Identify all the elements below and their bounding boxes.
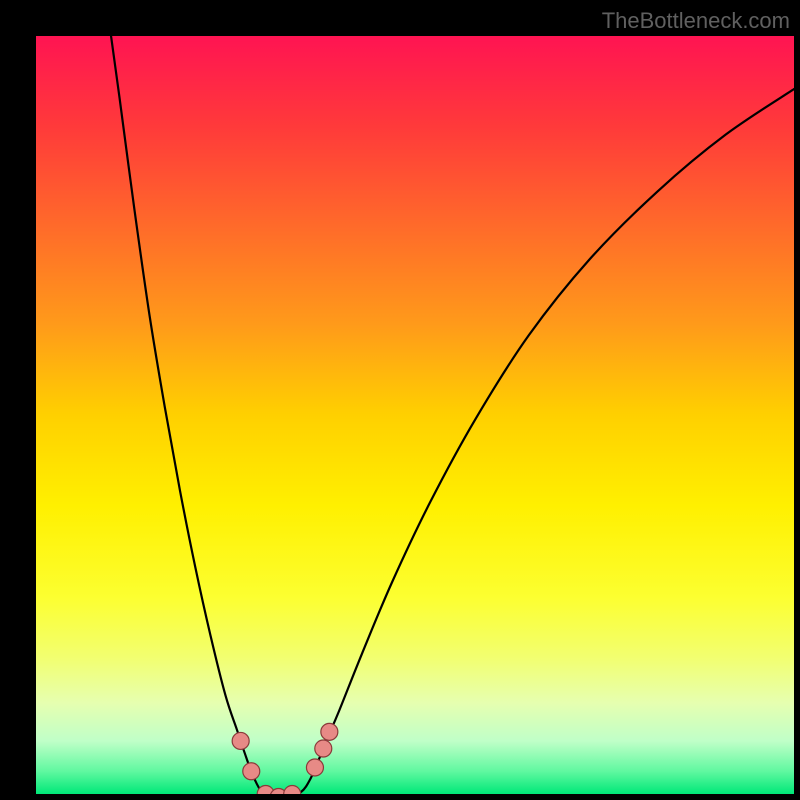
data-marker: [321, 723, 338, 740]
data-marker: [243, 763, 260, 780]
watermark-text: TheBottleneck.com: [602, 8, 790, 34]
data-marker: [306, 759, 323, 776]
data-marker: [315, 740, 332, 757]
chart-svg: [36, 36, 794, 794]
bottleneck-chart: [36, 36, 794, 794]
data-marker: [232, 732, 249, 749]
